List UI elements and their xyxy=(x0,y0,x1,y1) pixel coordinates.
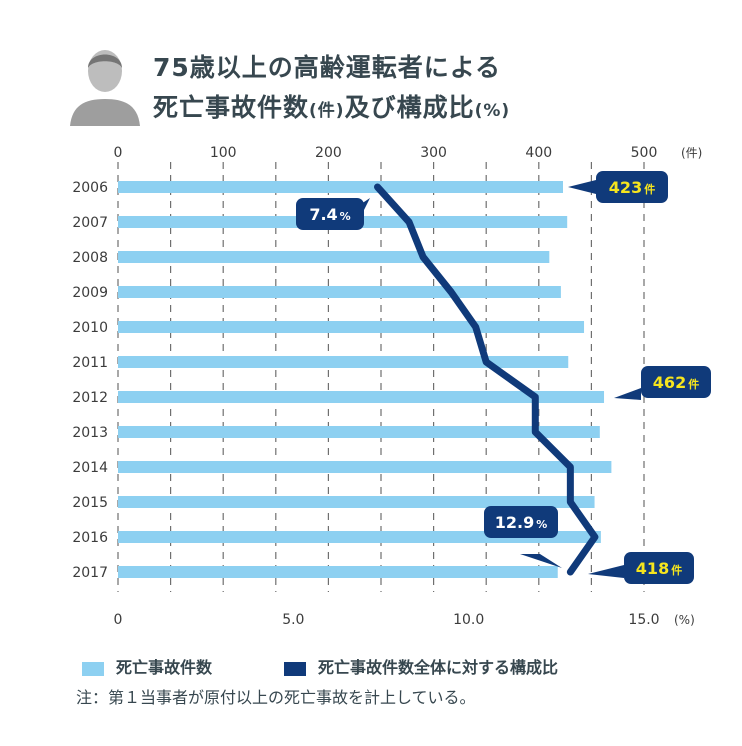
legend-item-line: 死亡事故件数全体に対する構成比 xyxy=(284,654,558,678)
legend-bar-label: 死亡事故件数 xyxy=(116,658,213,677)
line-point xyxy=(473,324,479,330)
callout-line-2017: 12.9% xyxy=(484,506,562,568)
callout-bar-2017: 418 件 xyxy=(588,552,694,584)
line-path xyxy=(373,183,599,576)
callout-value: 462 件 xyxy=(653,373,699,392)
category-label: 2013 xyxy=(72,425,108,441)
callout-box xyxy=(484,506,558,538)
callout-value: 423 件 xyxy=(609,178,655,197)
line-point xyxy=(420,254,426,260)
line-point xyxy=(567,569,573,575)
callout-number: 418 xyxy=(636,559,669,578)
top-axis-tick: 100 xyxy=(210,145,237,161)
callout-bar-2006: 423 件 xyxy=(568,171,668,203)
chart-title-line1: 75歳以上の高齢運転者による xyxy=(153,53,502,82)
title-rest: 及び構成比 xyxy=(344,93,475,122)
legend-line-label: 死亡事故件数全体に対する構成比 xyxy=(318,658,559,677)
category-label: 2010 xyxy=(72,320,108,336)
legend-line-swatch xyxy=(284,661,306,676)
line-series xyxy=(373,183,599,576)
category-label: 2012 xyxy=(72,390,108,406)
category-label: 2016 xyxy=(72,530,108,546)
category-label: 2006 xyxy=(72,180,108,196)
line-point xyxy=(567,464,573,470)
top-axis-tick: 0 xyxy=(114,145,123,161)
callout-number: 462 xyxy=(653,373,686,392)
bottom-axis-tick: 5.0 xyxy=(282,612,304,628)
bar xyxy=(118,426,600,438)
bar xyxy=(118,286,561,298)
callout-number: 7.4 xyxy=(309,205,337,224)
line-point xyxy=(592,534,598,540)
category-label: 2009 xyxy=(72,285,108,301)
line-point xyxy=(374,184,380,190)
callout-value: 418 件 xyxy=(636,559,682,578)
callout-unit: % xyxy=(536,518,547,531)
top-axis-unit: (件) xyxy=(681,146,702,160)
bar xyxy=(118,531,601,543)
line-point xyxy=(406,219,412,225)
title-unit-percent: (%) xyxy=(474,101,511,121)
callout-pointer xyxy=(588,565,624,578)
top-axis-tick: 400 xyxy=(525,145,552,161)
category-label: 2011 xyxy=(72,355,108,371)
callout-number: 423 xyxy=(609,178,642,197)
bottom-axis-tick: 10.0 xyxy=(453,612,484,628)
line-point xyxy=(448,289,454,295)
callout-unit: 件 xyxy=(671,563,682,577)
bottom-axis-tick: 0 xyxy=(114,612,123,628)
bar xyxy=(118,461,612,473)
bar xyxy=(118,391,605,403)
legend-bar-swatch xyxy=(82,661,104,676)
callout-value: 12.9% xyxy=(495,513,548,532)
line-point xyxy=(532,394,538,400)
callout-box xyxy=(624,552,694,584)
person-icon xyxy=(70,50,140,126)
bar xyxy=(118,251,550,263)
title-unit-count: (件) xyxy=(309,101,345,121)
bar xyxy=(118,566,558,578)
callout-box xyxy=(296,198,364,230)
callout-unit: 件 xyxy=(644,182,655,196)
callout-box xyxy=(641,366,711,398)
callout-unit: % xyxy=(340,210,351,223)
callout-unit: 件 xyxy=(688,377,699,391)
category-label: 2015 xyxy=(72,495,108,511)
bar xyxy=(118,181,563,193)
line-point xyxy=(567,499,573,505)
callout-box xyxy=(596,171,668,203)
bar xyxy=(118,496,595,508)
top-axis-tick: 500 xyxy=(631,145,658,161)
callout-pointer xyxy=(568,180,596,194)
line-point xyxy=(532,429,538,435)
line-point xyxy=(483,359,489,365)
category-label: 2017 xyxy=(72,565,108,581)
footnote: 注：第１当事者が原付以上の死亡事故を計上している。 xyxy=(76,688,476,707)
top-axis-tick: 200 xyxy=(315,145,342,161)
category-label: 2014 xyxy=(72,460,108,476)
chart-title-line2: 死亡事故件数(件)及び構成比(%) xyxy=(153,88,510,124)
bar xyxy=(118,356,569,368)
grid xyxy=(117,162,645,592)
callout-pointer xyxy=(520,554,562,568)
bar xyxy=(118,321,585,333)
bottom-axis-unit: (%) xyxy=(674,613,695,627)
callout-line-2006: 7.4% xyxy=(296,198,370,230)
callout-bar-2012: 462 件 xyxy=(614,366,711,400)
callout-value: 7.4% xyxy=(309,205,350,224)
top-axis-tick: 300 xyxy=(420,145,447,161)
callout-pointer xyxy=(614,388,641,400)
bottom-axis-tick: 15.0 xyxy=(628,612,659,628)
category-label: 2007 xyxy=(72,215,108,231)
category-label: 2008 xyxy=(72,250,108,266)
legend-item-bar: 死亡事故件数 xyxy=(82,654,212,678)
callout-number: 12.9 xyxy=(495,513,534,532)
axis-labels: 0 100 200 300 400 500 (件) 0 5.0 10.0 15.0 (%) 2006 20… xyxy=(72,145,702,628)
title-main: 死亡事故件数 xyxy=(153,93,310,122)
